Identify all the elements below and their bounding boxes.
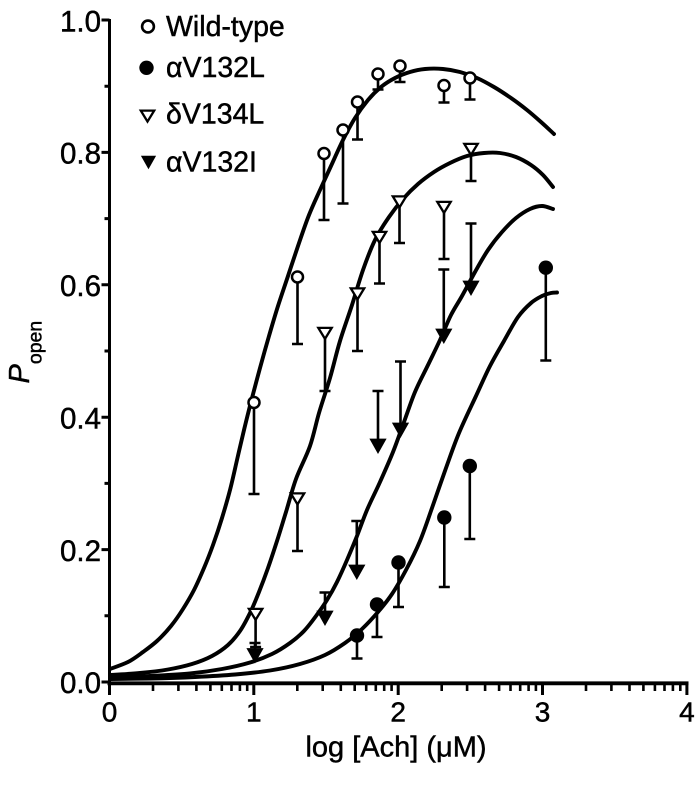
svg-text:0: 0 <box>102 697 118 728</box>
svg-text:0.8: 0.8 <box>60 138 101 171</box>
svg-text:1: 1 <box>246 697 262 728</box>
svg-text:0.6: 0.6 <box>60 270 101 303</box>
svg-text:0.4: 0.4 <box>60 403 101 436</box>
svg-text:0.2: 0.2 <box>60 535 101 568</box>
svg-text:2: 2 <box>390 697 406 728</box>
svg-text:Wild-type: Wild-type <box>166 11 285 43</box>
svg-text:4: 4 <box>679 697 695 728</box>
svg-text:αV132L: αV132L <box>166 52 265 84</box>
svg-text:αV132I: αV132I <box>166 147 257 179</box>
svg-text:3: 3 <box>535 697 551 728</box>
svg-text:0.0: 0.0 <box>60 667 101 700</box>
svg-text:δV134L: δV134L <box>166 99 264 131</box>
svg-text:Popen: Popen <box>4 321 47 384</box>
svg-text:1.0: 1.0 <box>60 6 101 39</box>
svg-text:log [Ach] (μM): log [Ach] (μM) <box>305 732 486 764</box>
